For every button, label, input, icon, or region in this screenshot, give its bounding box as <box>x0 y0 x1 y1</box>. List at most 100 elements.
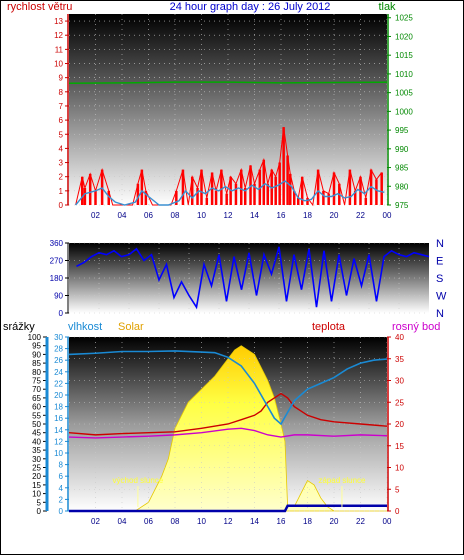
humidity-tick-label: 0 <box>59 507 64 516</box>
pressure-label: tlak <box>378 1 396 13</box>
y-tick-label: 0 <box>59 201 64 210</box>
humidity-tick-label: 6 <box>59 472 64 481</box>
y-tick-label: 4 <box>59 144 64 153</box>
compass-label: E <box>436 256 443 268</box>
rain-tick-label: 75 <box>32 377 41 386</box>
y-tick-label: 10 <box>54 60 63 69</box>
humidity-tick-label: 26 <box>54 356 63 365</box>
humidity-tick-label: 8 <box>59 461 64 470</box>
time-axis-top: 02 04 06 08 10 12 14 16 18 20 22 00 <box>91 211 392 220</box>
temp-tick-label: 15 <box>395 442 404 451</box>
dew-point-label: rosný bod <box>392 321 440 333</box>
y2-tick-label: 995 <box>395 126 409 135</box>
y2-tick-label: 1005 <box>395 89 413 98</box>
x-tick-label: 00 <box>383 211 392 220</box>
pressure-axis: 975 980 985 990 995 1000 1005 1010 1015 1020 1025 <box>387 14 413 210</box>
rain-tick-label: 95 <box>32 342 41 351</box>
y-tick-label: 360 <box>50 239 64 248</box>
y-tick-label: 270 <box>50 257 64 266</box>
wind-direction-line <box>76 246 430 310</box>
x-tick-label: 20 <box>330 517 339 526</box>
rain-tick-label: 45 <box>32 429 41 438</box>
y2-tick-label: 1025 <box>395 14 413 23</box>
humidity-tick-label: 22 <box>54 379 63 388</box>
rain-tick-label: 70 <box>32 385 41 394</box>
y2-tick-label: 985 <box>395 164 409 173</box>
x-tick-label: 14 <box>250 211 259 220</box>
y-tick-label: 6 <box>59 116 64 125</box>
temp-tick-label: 20 <box>395 420 404 429</box>
wind-speed-line <box>75 127 383 207</box>
y-tick-label: 12 <box>54 31 63 40</box>
rain-tick-label: 80 <box>32 368 41 377</box>
y-tick-label: 9 <box>59 74 64 83</box>
humidity-tick-label: 16 <box>54 414 63 423</box>
x-tick-label: 10 <box>197 517 206 526</box>
y-tick-label: 11 <box>55 45 64 54</box>
x-tick-label: 20 <box>330 211 339 220</box>
compass-label: W <box>436 291 447 303</box>
rain-tick-label: 65 <box>32 394 41 403</box>
x-tick-label: 22 <box>356 211 365 220</box>
x-tick-label: 06 <box>144 211 153 220</box>
humidity-tick-label: 14 <box>54 426 63 435</box>
y-tick-label: 8 <box>59 88 64 97</box>
x-tick-label: 12 <box>224 211 233 220</box>
wind-gust-bars <box>81 127 383 205</box>
solar-label: Solar <box>118 321 144 333</box>
x-tick-label: 12 <box>224 517 233 526</box>
x-tick-label: 08 <box>171 517 180 526</box>
solar-area <box>69 345 387 512</box>
y-tick-label: 2 <box>59 173 64 182</box>
dew-point-line <box>68 427 388 439</box>
y-tick-label: 0 <box>59 309 64 318</box>
temp-humidity-grid <box>69 336 388 512</box>
humidity-tick-label: 12 <box>54 437 63 446</box>
sun-annotation: západ slunce <box>318 476 366 485</box>
rain-tick-label: 50 <box>32 420 41 429</box>
rain-tick-label: 35 <box>32 446 41 455</box>
x-tick-label: 18 <box>303 211 312 220</box>
humidity-tick-label: 4 <box>59 484 64 493</box>
wind-direction-grid <box>69 242 429 314</box>
y2-tick-label: 975 <box>395 201 409 210</box>
temp-humidity-series <box>68 350 388 513</box>
pressure-line <box>68 81 388 85</box>
rain-tick-label: 20 <box>32 472 41 481</box>
wind-direction-series <box>76 246 430 310</box>
temperature-line <box>68 392 388 436</box>
y-tick-label: 5 <box>59 130 64 139</box>
temp-tick-label: 40 <box>395 333 404 342</box>
temp-tick-label: 5 <box>395 485 400 494</box>
rain-line <box>69 504 387 513</box>
compass-label: S <box>436 273 443 285</box>
y2-tick-label: 980 <box>395 182 409 191</box>
x-tick-label: 00 <box>383 517 392 526</box>
rain-tick-label: 15 <box>32 481 41 490</box>
temp-tick-label: 0 <box>395 507 400 516</box>
x-tick-label: 14 <box>250 517 259 526</box>
wind-pressure-series <box>68 81 388 207</box>
humidity-tick-label: 24 <box>54 368 63 377</box>
x-tick-label: 02 <box>91 517 100 526</box>
y-tick-label: 13 <box>54 17 63 26</box>
rain-tick-label: 25 <box>32 464 41 473</box>
rain-tick-label: 90 <box>32 350 41 359</box>
x-tick-label: 22 <box>356 517 365 526</box>
wind-average-line <box>75 180 385 206</box>
x-tick-label: 08 <box>171 211 180 220</box>
solar-series <box>69 345 387 512</box>
wind-speed-label: rychlost větru <box>7 1 72 13</box>
y-tick-label: 7 <box>59 102 64 111</box>
y-tick-label: 1 <box>59 187 64 196</box>
temp-tick-label: 10 <box>395 464 404 473</box>
x-tick-label: 04 <box>118 517 127 526</box>
sun-annotation: východ slunce <box>113 476 164 485</box>
temp-tick-label: 30 <box>395 377 404 386</box>
y2-tick-label: 990 <box>395 145 409 154</box>
rain-tick-label: 40 <box>32 437 41 446</box>
compass-label: N <box>436 308 444 320</box>
